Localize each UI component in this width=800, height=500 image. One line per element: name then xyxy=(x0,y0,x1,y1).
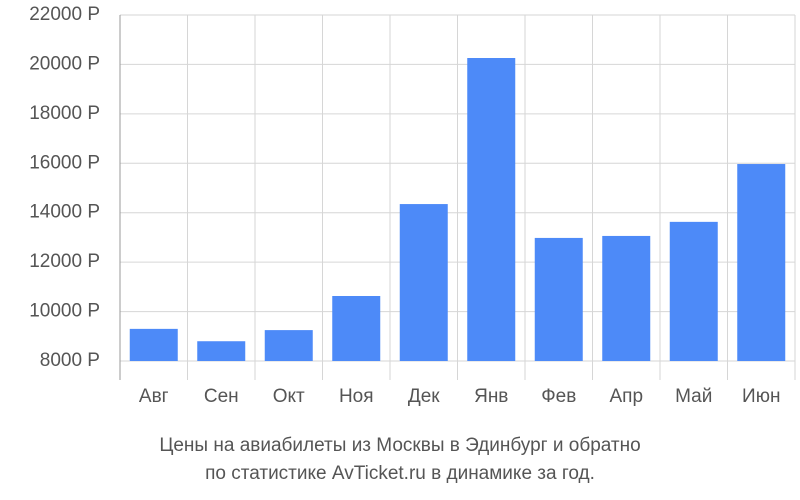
y-tick-label: 14000 Р xyxy=(29,202,100,223)
x-tick-label: Авг xyxy=(139,386,169,407)
bar xyxy=(602,235,651,361)
y-tick-label: 8000 Р xyxy=(40,350,100,371)
bar xyxy=(669,221,718,361)
x-tick-label: Ноя xyxy=(339,386,374,407)
x-tick-label: Май xyxy=(675,386,712,407)
bar xyxy=(129,328,178,361)
y-tick-label: 20000 Р xyxy=(29,53,100,74)
bar xyxy=(264,330,313,361)
y-tick-label: 16000 Р xyxy=(29,152,100,173)
bar xyxy=(534,237,583,361)
bar xyxy=(467,58,516,361)
caption-line: Цены на авиабилеты из Москвы в Эдинбург … xyxy=(159,435,640,456)
x-tick-label: Окт xyxy=(273,386,305,407)
x-tick-label: Фев xyxy=(541,386,576,407)
y-tick-label: 10000 Р xyxy=(29,301,100,322)
bar xyxy=(197,341,246,361)
x-tick-label: Дек xyxy=(408,386,440,407)
x-tick-label: Июн xyxy=(742,386,780,407)
x-tick-label: Сен xyxy=(204,386,239,407)
y-tick-label: 22000 Р xyxy=(29,4,100,25)
bar xyxy=(737,164,786,361)
caption-line: по статистике AvTicket.ru в динамике за … xyxy=(205,463,595,484)
x-tick-label: Янв xyxy=(474,386,508,407)
y-tick-label: 18000 Р xyxy=(29,103,100,124)
bar xyxy=(399,204,448,361)
x-tick-label: Апр xyxy=(609,386,643,407)
y-tick-label: 12000 Р xyxy=(29,251,100,272)
bar xyxy=(332,296,381,361)
